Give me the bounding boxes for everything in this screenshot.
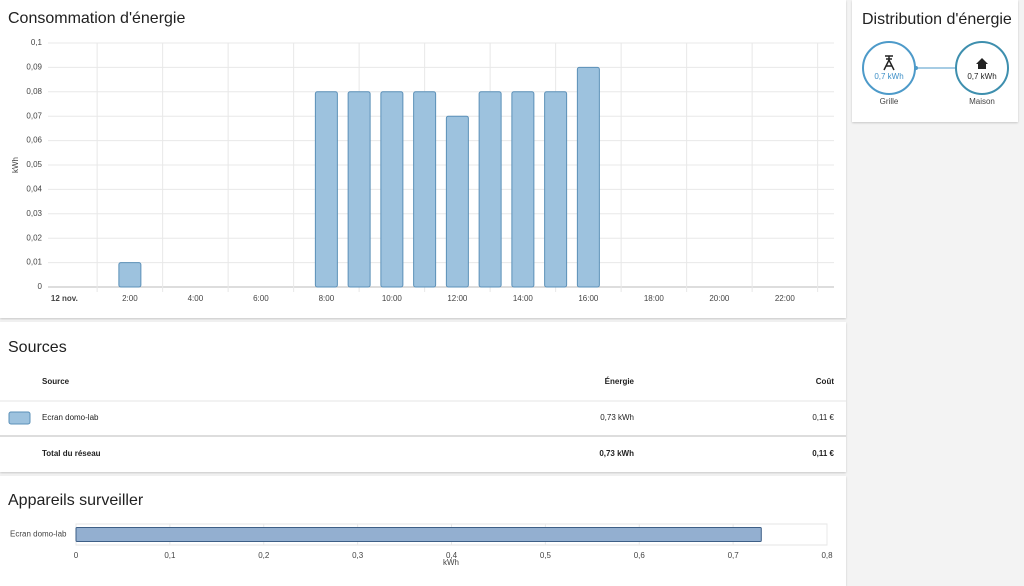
x-tick-label: 0,7 <box>728 551 740 560</box>
card-title: Distribution d'énergie <box>862 11 1012 28</box>
bar <box>544 91 568 288</box>
sources-card: Sources Source Énergie Coût Ecran domo-l… <box>0 322 846 472</box>
x-tick-label: 8:00 <box>319 294 335 303</box>
cell: Ecran domo-lab <box>42 413 99 422</box>
consumption-chart: Consommation d'énergie kWh 0 0,01 0,02 0,03… <box>8 10 834 303</box>
x-tick-label: 0,8 <box>821 551 833 560</box>
bar <box>576 66 600 288</box>
node-label: Grille <box>880 97 899 106</box>
bar <box>75 527 762 542</box>
devices-chart: Appareils surveiller kWh 0 0,1 0,2 0,3 0,4 0,… <box>8 492 833 567</box>
x-tick-label: 10:00 <box>382 294 403 303</box>
home-icon <box>976 58 988 69</box>
x-tick-label: 12:00 <box>447 294 468 303</box>
total-cell: 0,73 kWh <box>599 449 634 458</box>
y-tick-label: 0,08 <box>26 87 42 96</box>
grid-icon <box>883 55 895 71</box>
bar <box>445 115 469 288</box>
x-tick-label: 22:00 <box>775 294 796 303</box>
bar <box>314 91 338 288</box>
x-tick-label: 4:00 <box>188 294 204 303</box>
bar <box>511 91 535 288</box>
cell: 0,73 kWh <box>600 413 634 422</box>
column-header: Coût <box>816 377 835 386</box>
y-tick-label: Ecran domo-lab <box>10 530 67 539</box>
card-title: Consommation d'énergie <box>8 10 185 27</box>
y-tick-label: 0,09 <box>26 63 42 72</box>
x-tick-label: 14:00 <box>513 294 534 303</box>
source-swatch <box>8 411 31 425</box>
total-cell: Total du réseau <box>42 449 101 458</box>
bar <box>347 91 371 288</box>
x-tick-label: 16:00 <box>578 294 599 303</box>
devices-card: Appareils surveiller kWh 0 0,1 0,2 0,3 0,4 0,… <box>0 476 846 586</box>
distribution-card: Distribution d'énergie 0,7 kWh Grille 0,… <box>852 0 1018 122</box>
bar <box>118 262 142 288</box>
y-tick-label: 0,07 <box>26 111 42 120</box>
sources-table: Sources Source Énergie Coût Ecran domo-l… <box>0 339 846 458</box>
bar <box>413 91 437 288</box>
y-tick-label: 0,06 <box>26 136 42 145</box>
card-title: Sources <box>8 339 67 356</box>
x-tick-label: 0,4 <box>446 551 458 560</box>
y-tick-label: 0,03 <box>26 209 42 218</box>
x-tick-label: 0,6 <box>634 551 646 560</box>
node-value: 0,7 kWh <box>967 72 996 81</box>
x-tick-label: 0 <box>74 551 79 560</box>
y-tick-label: 0,04 <box>26 185 42 194</box>
y-tick-label: 0,05 <box>26 160 42 169</box>
y-tick-label: 0 <box>38 282 43 291</box>
distribution-diagram: Distribution d'énergie 0,7 kWh Grille 0,… <box>862 11 1012 106</box>
node-value: 0,7 kWh <box>874 72 903 81</box>
y-tick-label: 0,01 <box>26 258 42 267</box>
grid-node <box>862 41 916 95</box>
bar <box>478 91 502 288</box>
x-tick-label: 18:00 <box>644 294 665 303</box>
x-axis-label: kWh <box>443 558 459 567</box>
x-tick-label: 0,3 <box>352 551 364 560</box>
card-title: Appareils surveiller <box>8 492 144 509</box>
x-tick-label: 0,5 <box>540 551 552 560</box>
x-tick-label: 0,1 <box>164 551 176 560</box>
bar <box>380 91 404 288</box>
x-tick-label: 2:00 <box>122 294 138 303</box>
y-tick-label: 0,02 <box>26 233 42 242</box>
x-tick-label: 20:00 <box>709 294 730 303</box>
x-tick-label: 0,2 <box>258 551 270 560</box>
column-header: Source <box>42 377 70 386</box>
y-axis-label: kWh <box>11 157 20 173</box>
node-label: Maison <box>969 97 995 106</box>
cell: 0,11 € <box>812 413 834 422</box>
x-tick-label: 12 nov. <box>51 294 78 303</box>
consumption-card: Consommation d'énergie kWh 0 0,01 0,02 0,03… <box>0 0 846 318</box>
x-tick-label: 6:00 <box>253 294 269 303</box>
total-cell: 0,11 € <box>812 449 834 458</box>
y-tick-label: 0,1 <box>31 38 43 47</box>
column-header: Énergie <box>605 377 635 386</box>
